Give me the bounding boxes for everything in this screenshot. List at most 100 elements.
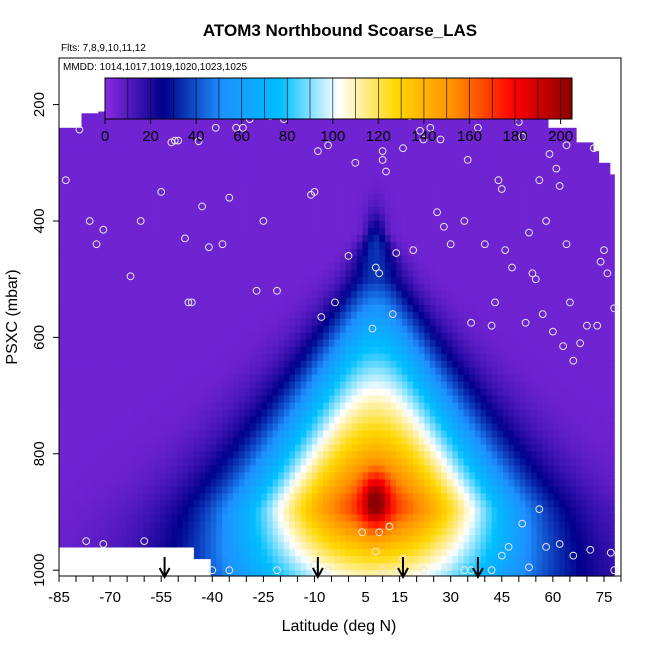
field-cell	[441, 437, 448, 446]
field-cell	[227, 276, 234, 285]
field-cell	[323, 158, 330, 166]
field-cell	[396, 542, 403, 550]
field-cell	[148, 241, 156, 250]
field-cell	[401, 528, 408, 536]
field-cell	[244, 472, 251, 480]
field-cell	[160, 325, 167, 334]
field-cell	[255, 423, 262, 432]
field-cell	[458, 444, 465, 453]
field-cell	[216, 465, 223, 473]
field-cell	[193, 409, 201, 418]
field-cell	[250, 172, 257, 180]
field-cell	[311, 339, 319, 348]
field-cell	[385, 458, 392, 466]
field-cell	[289, 465, 296, 473]
field-cell	[255, 514, 262, 522]
field-cell	[334, 570, 341, 577]
field-cell	[446, 535, 453, 543]
field-cell	[295, 472, 302, 480]
field-cell	[441, 332, 448, 341]
field-cell	[109, 486, 116, 494]
field-cell	[452, 241, 459, 250]
field-cell	[373, 255, 380, 264]
field-cell	[328, 458, 335, 466]
field-cell	[340, 556, 347, 564]
field-cell	[362, 325, 369, 334]
field-cell	[306, 172, 313, 180]
field-cell	[340, 472, 347, 480]
field-cell	[306, 262, 313, 271]
field-cell	[222, 472, 229, 480]
field-cell	[81, 255, 88, 264]
field-cell	[317, 151, 324, 159]
field-cell	[126, 207, 133, 215]
field-cell	[323, 269, 330, 278]
field-cell	[244, 437, 251, 446]
field-cell	[64, 318, 71, 327]
field-cell	[311, 276, 319, 285]
field-cell	[238, 521, 245, 529]
field-cell	[109, 444, 116, 453]
field-cell	[401, 479, 408, 487]
field-cell	[165, 193, 172, 201]
field-cell	[441, 514, 448, 522]
field-cell	[70, 137, 77, 145]
field-cell	[435, 116, 442, 124]
field-cell	[418, 416, 425, 425]
field-cell	[210, 409, 217, 418]
field-cell	[160, 262, 167, 271]
field-cell	[373, 360, 380, 369]
field-cell	[222, 374, 229, 383]
field-cell	[177, 255, 184, 264]
field-cell	[177, 248, 184, 257]
field-cell	[306, 290, 313, 299]
field-cell	[81, 276, 88, 285]
field-cell	[407, 234, 414, 243]
field-cell	[261, 353, 268, 362]
field-cell	[238, 276, 245, 285]
field-cell	[154, 214, 161, 222]
field-cell	[458, 360, 465, 369]
field-cell	[390, 423, 397, 432]
field-cell	[429, 549, 437, 557]
field-cell	[328, 514, 335, 522]
field-cell	[340, 444, 347, 453]
field-cell	[362, 381, 369, 390]
field-cell	[317, 332, 324, 341]
field-cell	[368, 130, 375, 138]
field-cell	[244, 234, 251, 243]
field-cell	[238, 248, 245, 257]
field-cell	[75, 214, 83, 222]
field-cell	[126, 165, 133, 173]
field-cell	[177, 381, 184, 390]
field-cell	[424, 283, 431, 292]
field-cell	[334, 493, 341, 501]
field-cell	[424, 130, 431, 138]
field-cell	[81, 500, 88, 508]
field-cell	[115, 528, 122, 536]
field-cell	[435, 207, 442, 215]
field-cell	[227, 437, 234, 446]
field-cell	[396, 297, 403, 306]
field-cell	[458, 158, 465, 166]
field-cell	[351, 137, 358, 145]
field-cell	[368, 486, 375, 494]
field-cell	[165, 472, 172, 480]
field-cell	[407, 486, 414, 494]
field-cell	[345, 437, 352, 446]
field-cell	[233, 325, 240, 334]
field-cell	[227, 311, 234, 320]
field-cell	[109, 493, 116, 501]
field-cell	[452, 521, 459, 529]
field-cell	[160, 186, 167, 194]
field-cell	[295, 172, 302, 180]
field-cell	[396, 535, 403, 543]
field-cell	[452, 388, 459, 397]
field-cell	[452, 416, 459, 425]
field-cell	[205, 535, 212, 543]
field-cell	[143, 486, 150, 494]
field-cell	[92, 228, 99, 236]
field-cell	[345, 123, 352, 131]
field-cell	[92, 297, 99, 306]
field-cell	[81, 137, 88, 145]
